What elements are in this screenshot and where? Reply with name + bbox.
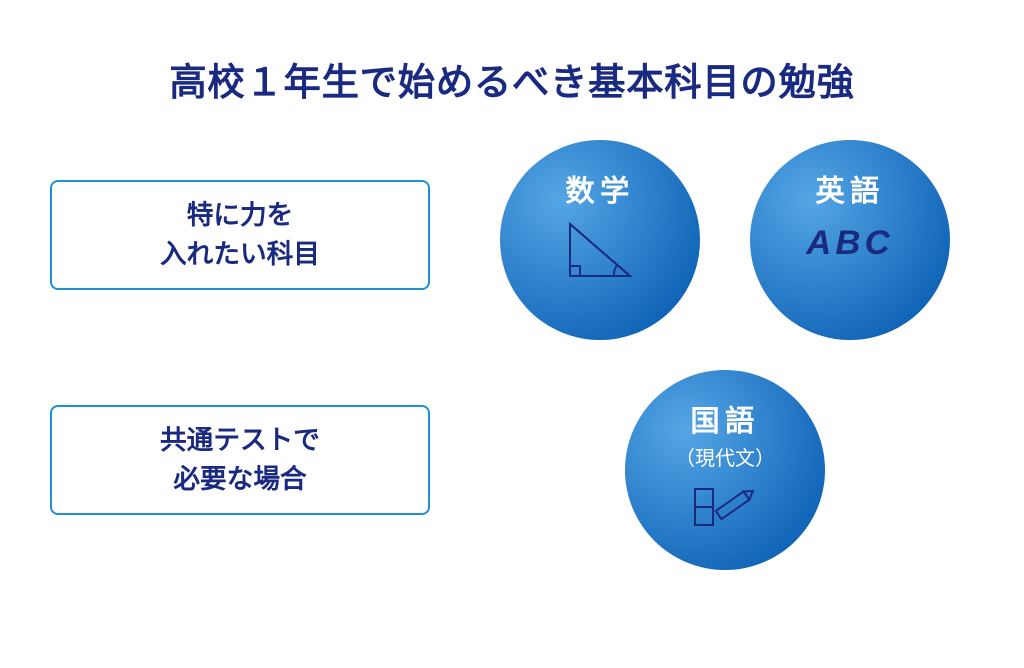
triangle-icon (560, 218, 640, 282)
label-box-2-line1: 共通テストで (160, 425, 320, 455)
subject-circle-kokugo: 国語 （現代文） (625, 370, 825, 570)
abc-icon: ABC (806, 224, 894, 263)
label-box-1-line1: 特に力を (187, 200, 294, 230)
label-box-priority-subjects: 特に力を 入れたい科目 (50, 180, 430, 290)
label-box-common-test: 共通テストで 必要な場合 (50, 405, 430, 515)
subject-sublabel-kokugo: （現代文） (675, 442, 775, 471)
label-box-2-line2: 必要な場合 (173, 464, 306, 494)
subject-label-english: 英語 (815, 168, 884, 210)
subject-circle-english: 英語 ABC (750, 140, 950, 340)
subject-circle-math: 数学 (500, 140, 700, 340)
infographic-canvas: 高校１年生で始めるべき基本科目の勉強 特に力を 入れたい科目 共通テストで 必要… (0, 0, 1024, 668)
label-box-1-line2: 入れたい科目 (160, 239, 320, 269)
subject-label-kokugo: 国語 (690, 398, 759, 440)
pencil-icon (689, 479, 761, 539)
page-title: 高校１年生で始めるべき基本科目の勉強 (0, 52, 1024, 106)
subject-label-math: 数学 (565, 168, 634, 210)
